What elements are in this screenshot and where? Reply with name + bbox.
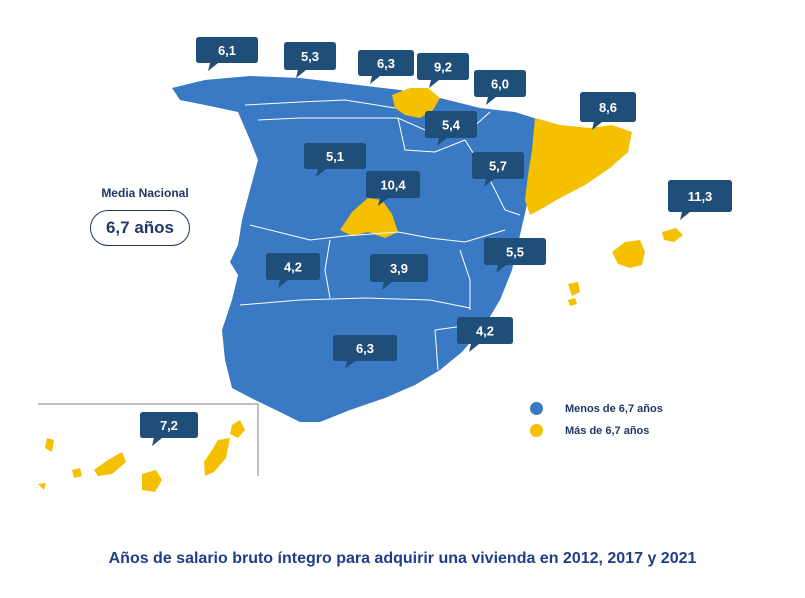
value-callout: 4,2 <box>457 317 513 352</box>
callout-value: 6,3 <box>356 341 374 356</box>
callout-box <box>457 317 513 352</box>
callout-box <box>284 42 336 78</box>
callout-value: 4,2 <box>476 324 494 339</box>
national-average-title: Media Nacional <box>101 186 189 200</box>
legend-dot-below <box>530 402 543 415</box>
national-average-value: 6,7 años <box>90 210 190 246</box>
value-callout: 5,5 <box>484 238 546 273</box>
canary-lapalma-shape <box>45 438 54 452</box>
value-callout: 5,7 <box>472 152 524 187</box>
value-callout: 5,1 <box>304 143 366 177</box>
callout-box <box>580 92 636 130</box>
region-catalonia-shape <box>525 118 632 215</box>
balearic-ibiza-shape <box>568 282 580 296</box>
canary-grancanaria-shape <box>142 470 162 492</box>
legend-item-below: Menos de 6,7 años <box>530 402 663 415</box>
value-callout: 6,1 <box>196 37 258 71</box>
callout-box <box>425 111 477 146</box>
region-madrid-shape <box>340 198 398 238</box>
callout-box <box>417 53 469 88</box>
legend-item-above: Más de 6,7 años <box>530 424 649 437</box>
value-callouts: 6,1 5,3 6,3 9,2 6,0 8,6 5,4 5,1 5,7 10,4 11,3 4,2 3,… <box>140 37 732 446</box>
value-callout: 4,2 <box>266 253 320 288</box>
value-callout: 11,3 <box>668 180 732 220</box>
callout-box <box>358 50 414 84</box>
region-basque-shape <box>392 88 440 118</box>
canary-gomera-shape <box>72 468 82 478</box>
value-callout: 6,0 <box>474 70 526 105</box>
callout-box <box>472 152 524 187</box>
callout-value: 5,4 <box>442 118 461 133</box>
canary-inset-frame <box>38 403 259 476</box>
region-borders <box>239 99 521 371</box>
callout-value: 8,6 <box>599 100 617 115</box>
legend-dot-above <box>530 424 543 437</box>
callout-box <box>140 412 198 446</box>
callout-value: 5,7 <box>489 159 507 174</box>
callout-box <box>366 171 420 206</box>
callout-value: 6,1 <box>218 43 236 58</box>
value-callout: 6,3 <box>333 335 397 369</box>
balearic-menorca-shape <box>662 228 683 242</box>
callout-box <box>304 143 366 177</box>
value-callout: 10,4 <box>366 171 420 206</box>
value-callout: 5,4 <box>425 111 477 146</box>
value-callout: 9,2 <box>417 53 469 88</box>
callout-value: 3,9 <box>390 261 408 276</box>
canary-hierro-shape <box>38 483 46 490</box>
value-callout: 6,3 <box>358 50 414 84</box>
callout-value: 7,2 <box>160 418 178 433</box>
map-caption: Años de salario bruto íntegro para adqui… <box>108 550 697 567</box>
callout-box <box>474 70 526 105</box>
callout-value: 6,3 <box>377 56 395 71</box>
value-callout: 7,2 <box>140 412 198 446</box>
value-callout: 5,3 <box>284 42 336 78</box>
balearic-formentera-shape <box>568 298 577 306</box>
callout-value: 10,4 <box>380 178 406 193</box>
callout-box <box>196 37 258 71</box>
legend-label-above: Más de 6,7 años <box>565 424 650 437</box>
peninsula-shape <box>172 76 540 422</box>
legend-label-below: Menos de 6,7 años <box>565 402 663 415</box>
callout-box <box>333 335 397 369</box>
value-callout: 3,9 <box>370 254 428 290</box>
callout-value: 4,2 <box>284 260 302 275</box>
callout-box <box>484 238 546 273</box>
callout-box <box>668 180 732 220</box>
callout-box <box>266 253 320 288</box>
balearic-mallorca-shape <box>612 240 645 268</box>
canary-lanzarote-shape <box>230 420 245 438</box>
callout-value: 6,0 <box>491 77 509 92</box>
callout-value: 9,2 <box>434 60 452 75</box>
canary-fuerteventura-shape <box>204 438 230 476</box>
value-callout: 8,6 <box>580 92 636 130</box>
callout-value: 5,3 <box>301 49 319 64</box>
callout-value: 5,5 <box>506 245 524 260</box>
callout-box <box>370 254 428 290</box>
callout-value: 11,3 <box>688 189 713 204</box>
canary-tenerife-shape <box>94 452 126 476</box>
callout-value: 5,1 <box>326 149 344 164</box>
